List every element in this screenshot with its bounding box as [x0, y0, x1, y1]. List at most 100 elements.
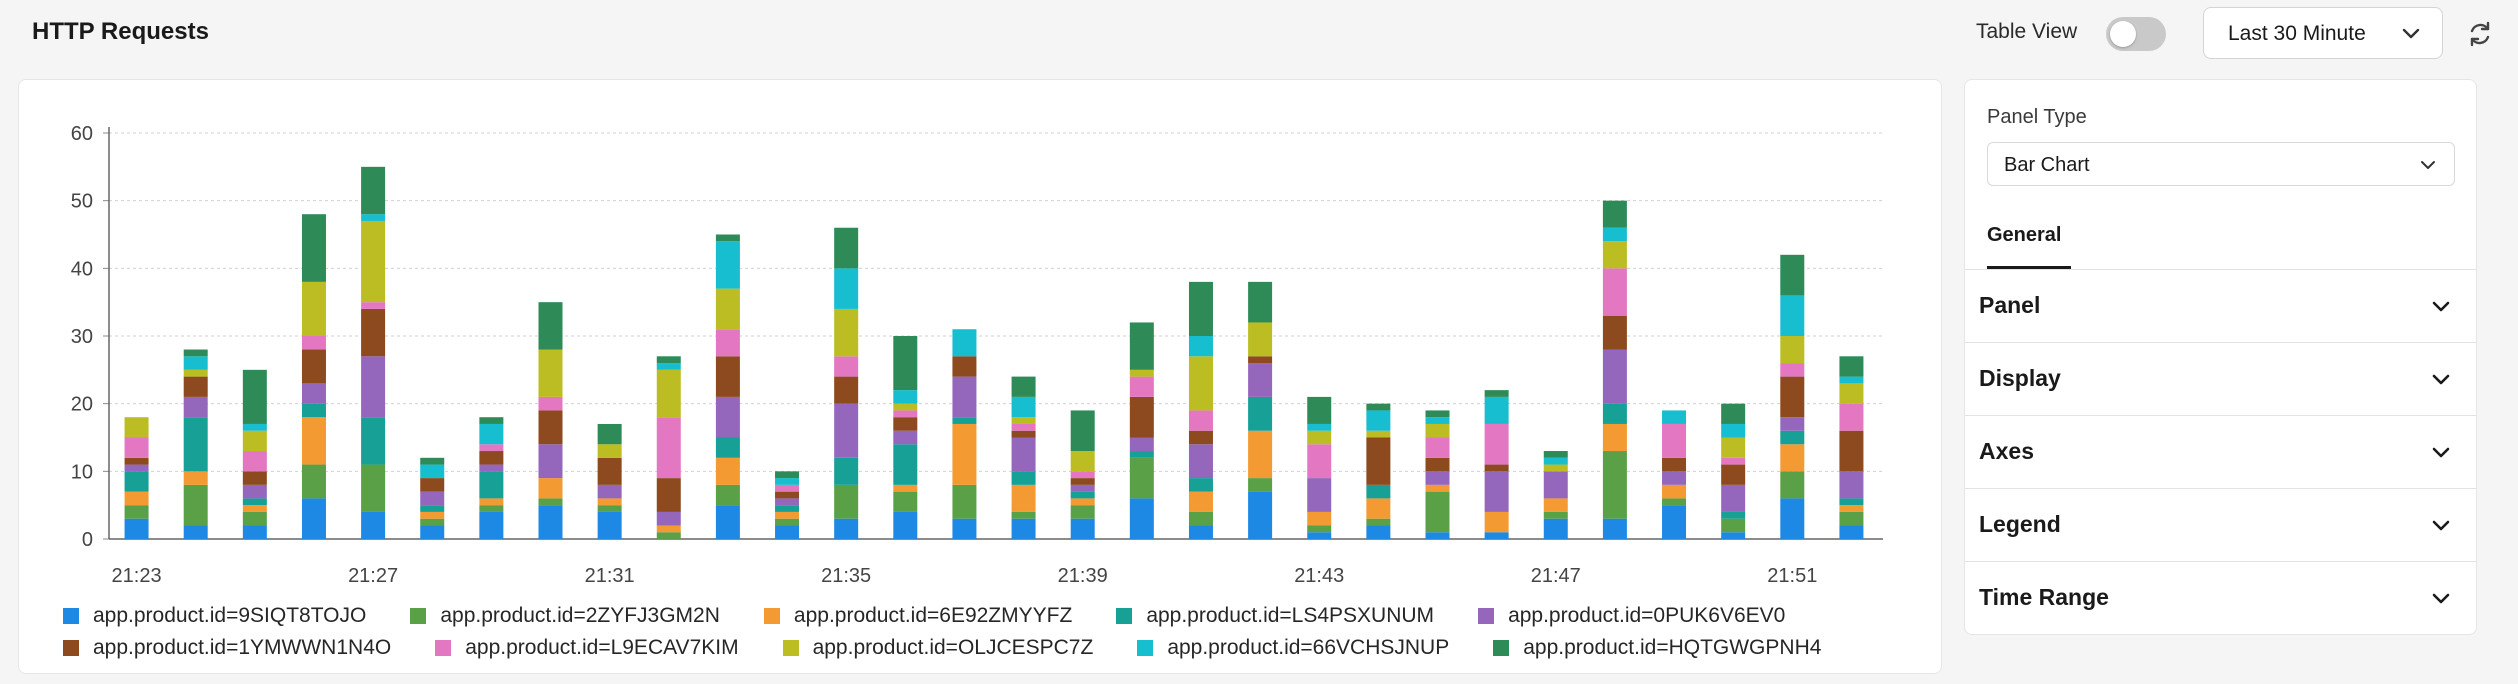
- x-tick-label: 21:39: [1058, 565, 1108, 587]
- bar-segment: [1011, 518, 1036, 539]
- bar-segment: [361, 214, 386, 221]
- legend-label: app.product.id=0PUK6V6EV0: [1508, 604, 1786, 627]
- bar-segment: [538, 349, 563, 397]
- bar-segment: [301, 281, 326, 336]
- bar-segment: [1839, 376, 1864, 384]
- section-display[interactable]: Display: [1965, 343, 2476, 416]
- bar-segment: [893, 511, 918, 539]
- bar-segment: [1780, 444, 1805, 472]
- bar-segment: [1248, 396, 1273, 431]
- bar-segment: [1602, 268, 1627, 316]
- legend-row: app.product.id=1YMWWN1N4O app.product.id=…: [63, 632, 1923, 664]
- bar-segment: [1484, 390, 1509, 397]
- bar-segment: [1248, 363, 1273, 397]
- bar-segment: [361, 166, 386, 215]
- bar-segment: [1188, 281, 1213, 336]
- y-tick-label: 60: [71, 123, 93, 145]
- bar-segment: [1248, 281, 1273, 323]
- bar-segment: [479, 423, 504, 445]
- legend-swatch: [763, 608, 780, 624]
- section-time-range[interactable]: Time Range: [1965, 562, 2476, 634]
- bar-segment: [1543, 451, 1568, 458]
- bar-segment: [183, 376, 208, 397]
- bar-segment: [301, 383, 326, 404]
- chevron-down-icon: [2432, 520, 2450, 531]
- bar-segment: [479, 505, 504, 512]
- panel-type-dropdown[interactable]: Bar Chart: [1987, 142, 2455, 186]
- bar-segment: [893, 336, 918, 391]
- bar-segment: [361, 464, 386, 512]
- table-view-label: Table View: [1976, 20, 2078, 43]
- bar-segment: [775, 478, 800, 485]
- bar-segment: [1602, 227, 1627, 242]
- bar-segment: [775, 505, 800, 512]
- bar-segment: [952, 376, 977, 418]
- legend-swatch: [410, 608, 427, 624]
- bar-segment: [1366, 525, 1391, 539]
- stacked-bar-chart: 0 10 20 30 40 50 60 21:23 21:27 21:31 21:35 21:39 21…: [71, 123, 1883, 587]
- bar-segment: [715, 457, 740, 485]
- bar-segment: [715, 356, 740, 397]
- legend-label: app.product.id=OLJCESPC7Z: [812, 636, 1094, 659]
- bar-segment: [1129, 498, 1154, 539]
- legend-swatch: [782, 640, 799, 656]
- bar-segment: [183, 484, 208, 526]
- legend-item[interactable]: app.product.id=0PUK6V6EV0: [1478, 604, 1785, 628]
- bar-segment: [1484, 511, 1509, 533]
- page-title: HTTP Requests: [32, 18, 209, 45]
- legend-swatch: [1137, 640, 1154, 656]
- bar-segment: [1425, 491, 1450, 533]
- bar-segment: [124, 464, 149, 472]
- time-range-dropdown[interactable]: Last 30 Minute: [2203, 7, 2443, 59]
- legend-item[interactable]: app.product.id=L9ECAV7KIM: [435, 636, 739, 660]
- bar-segment: [1129, 457, 1154, 499]
- bar-segment: [656, 417, 681, 479]
- bar-segment: [1839, 403, 1864, 431]
- bar-segment: [1366, 410, 1391, 431]
- bar-segment: [242, 369, 267, 424]
- section-axes[interactable]: Axes: [1965, 416, 2476, 489]
- bar-segment: [420, 505, 445, 512]
- legend-item[interactable]: app.product.id=66VCHSJNUP: [1137, 636, 1449, 660]
- bar-segment: [124, 437, 149, 458]
- legend-label: app.product.id=6E92ZMYYFZ: [793, 604, 1073, 627]
- legend-item[interactable]: app.product.id=9SIQT8TOJO: [63, 604, 366, 628]
- bar-segment: [242, 430, 267, 452]
- bar-segment: [242, 471, 267, 485]
- bar-segment: [1484, 471, 1509, 512]
- bar-segment: [656, 363, 681, 370]
- bar-segment: [952, 423, 977, 485]
- section-panel[interactable]: Panel: [1965, 270, 2476, 343]
- legend-item[interactable]: app.product.id=6E92ZMYYFZ: [763, 604, 1073, 628]
- bar-segment: [361, 511, 386, 539]
- bar-segment: [775, 498, 800, 506]
- legend-item[interactable]: app.product.id=OLJCESPC7Z: [782, 636, 1094, 660]
- bar-segment: [1780, 471, 1805, 499]
- legend-swatch: [1493, 640, 1510, 656]
- legend-item[interactable]: app.product.id=1YMWWN1N4O: [63, 636, 391, 660]
- legend-item[interactable]: app.product.id=HQTGWGPNH4: [1493, 636, 1821, 660]
- refresh-icon[interactable]: [2465, 19, 2495, 49]
- bar-segment: [1307, 444, 1332, 479]
- bar-segment: [715, 329, 740, 357]
- tab-general[interactable]: General: [1987, 224, 2062, 246]
- bar-segment: [893, 403, 918, 411]
- chart-panel: 0 10 20 30 40 50 60 21:23 21:27 21:31 21:35 21:39 21…: [18, 79, 1942, 674]
- legend-item[interactable]: app.product.id=LS4PSXUNUM: [1116, 604, 1434, 628]
- section-legend[interactable]: Legend: [1965, 489, 2476, 562]
- bar-segment: [1721, 403, 1746, 424]
- legend-item[interactable]: app.product.id=2ZYFJ3GM2N: [410, 604, 720, 628]
- bar-segment: [893, 417, 918, 431]
- table-view-toggle[interactable]: [2106, 17, 2166, 51]
- bar-segment: [1839, 505, 1864, 512]
- bar-segment: [1011, 396, 1036, 418]
- bar-segment: [242, 505, 267, 512]
- bar-segment: [597, 457, 622, 485]
- bar-segment: [952, 518, 977, 539]
- bar-segment: [242, 484, 267, 499]
- bar-segment: [420, 511, 445, 519]
- bar-segment: [775, 511, 800, 519]
- bar-segment: [538, 302, 563, 350]
- bar-segment: [1839, 430, 1864, 472]
- bar-segment: [1425, 484, 1450, 492]
